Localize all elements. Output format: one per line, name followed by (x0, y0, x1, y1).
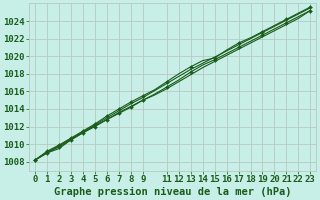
X-axis label: Graphe pression niveau de la mer (hPa): Graphe pression niveau de la mer (hPa) (54, 186, 292, 197)
